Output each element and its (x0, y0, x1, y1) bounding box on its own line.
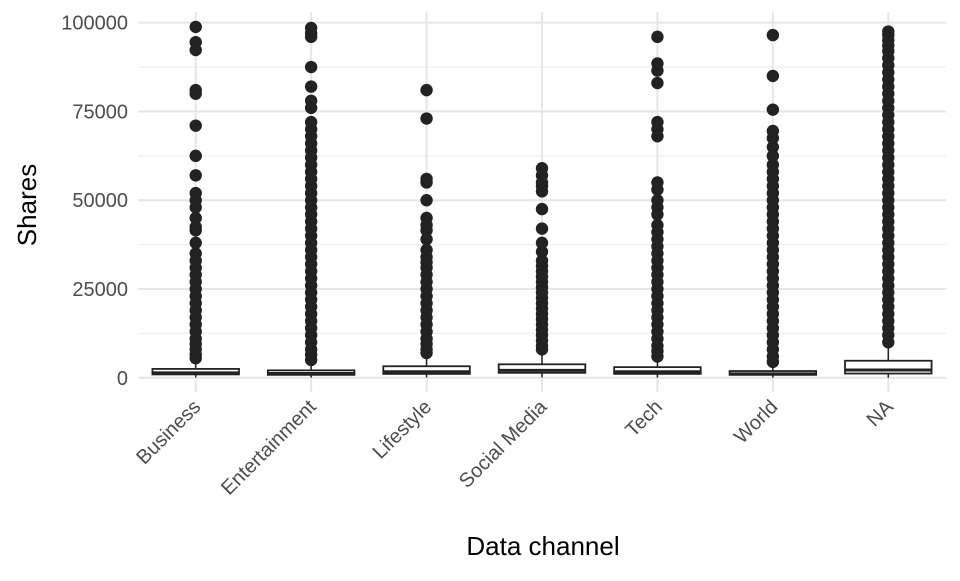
outlier-point (651, 30, 664, 44)
outlier-point (189, 169, 202, 182)
outlier-point (766, 355, 780, 369)
outlier-point (189, 43, 202, 57)
outliers-lifestyle (420, 83, 433, 360)
x-tick-labels: Business Entertainment Lifestyle Social Med… (132, 395, 898, 499)
outliers-world (766, 28, 780, 369)
outlier-point (651, 350, 664, 363)
outliers-social-media (535, 162, 549, 356)
outlier-point (189, 236, 202, 250)
outlier-point (189, 87, 202, 100)
outliers-entertainment (304, 21, 318, 367)
outlier-point (420, 83, 433, 97)
box-iqr (497, 363, 587, 374)
y-tick-label: 50000 (72, 190, 128, 212)
outlier-point (766, 69, 780, 83)
boxes (151, 344, 933, 378)
box-iqr (844, 359, 933, 375)
x-tick-label: Tech (622, 396, 667, 441)
box-tech (613, 357, 702, 378)
outlier-point (766, 103, 780, 116)
y-tick-label: 75000 (72, 101, 128, 123)
outlier-point (766, 140, 780, 154)
box-business (151, 360, 240, 378)
outlier-point (420, 176, 433, 189)
outlier-point (766, 131, 780, 145)
outliers (189, 20, 895, 369)
outlier-point (189, 211, 202, 225)
outlier-point (189, 20, 202, 34)
outlier-point (766, 28, 780, 42)
x-axis-title: Data channel (466, 531, 619, 561)
outlier-point (535, 185, 549, 198)
y-axis-title: Shares (12, 164, 42, 246)
outlier-point (882, 336, 895, 349)
outlier-point (651, 208, 664, 221)
y-tick-label: 0 (117, 368, 128, 390)
outlier-point (304, 60, 318, 74)
y-tick-label: 100000 (61, 13, 128, 35)
outliers-business (189, 20, 202, 365)
outliers-tech (651, 30, 664, 363)
outlier-point (189, 201, 202, 214)
y-tick-labels: 0 25000 50000 75000 100000 (61, 13, 128, 390)
x-tick-label: Lifestyle (369, 396, 436, 463)
x-tick-label: Business (132, 396, 205, 469)
outlier-point (535, 245, 549, 258)
outlier-point (651, 130, 664, 143)
outlier-point (535, 222, 549, 235)
outlier-point (304, 101, 318, 115)
outlier-point (535, 202, 549, 216)
box-entertainment (266, 361, 356, 378)
x-tick-label: NA (863, 396, 899, 432)
outlier-point (651, 183, 664, 196)
outliers-na (882, 25, 895, 349)
outlier-point (304, 353, 318, 367)
box-iqr (382, 365, 471, 375)
outlier-point (189, 224, 202, 237)
outlier-point (535, 236, 549, 250)
outlier-point (535, 343, 549, 356)
outlier-point (766, 149, 780, 163)
outlier-point (420, 233, 433, 246)
outlier-point (420, 346, 433, 360)
outlier-point (651, 64, 664, 77)
outlier-point (651, 76, 664, 90)
outlier-point (304, 80, 318, 93)
x-tick-label: World (730, 396, 782, 448)
x-tick-label: Social Media (455, 395, 552, 492)
box-na (844, 344, 933, 378)
outlier-point (420, 224, 433, 237)
outlier-point (189, 149, 202, 163)
outlier-point (420, 112, 433, 125)
x-tick-label: Entertainment (217, 396, 321, 500)
y-tick-label: 25000 (72, 279, 128, 301)
box-world (728, 365, 818, 378)
box-social-media (497, 351, 587, 378)
outlier-point (420, 194, 433, 207)
outlier-point (189, 352, 202, 365)
outlier-point (189, 119, 202, 132)
outlier-point (304, 30, 318, 44)
